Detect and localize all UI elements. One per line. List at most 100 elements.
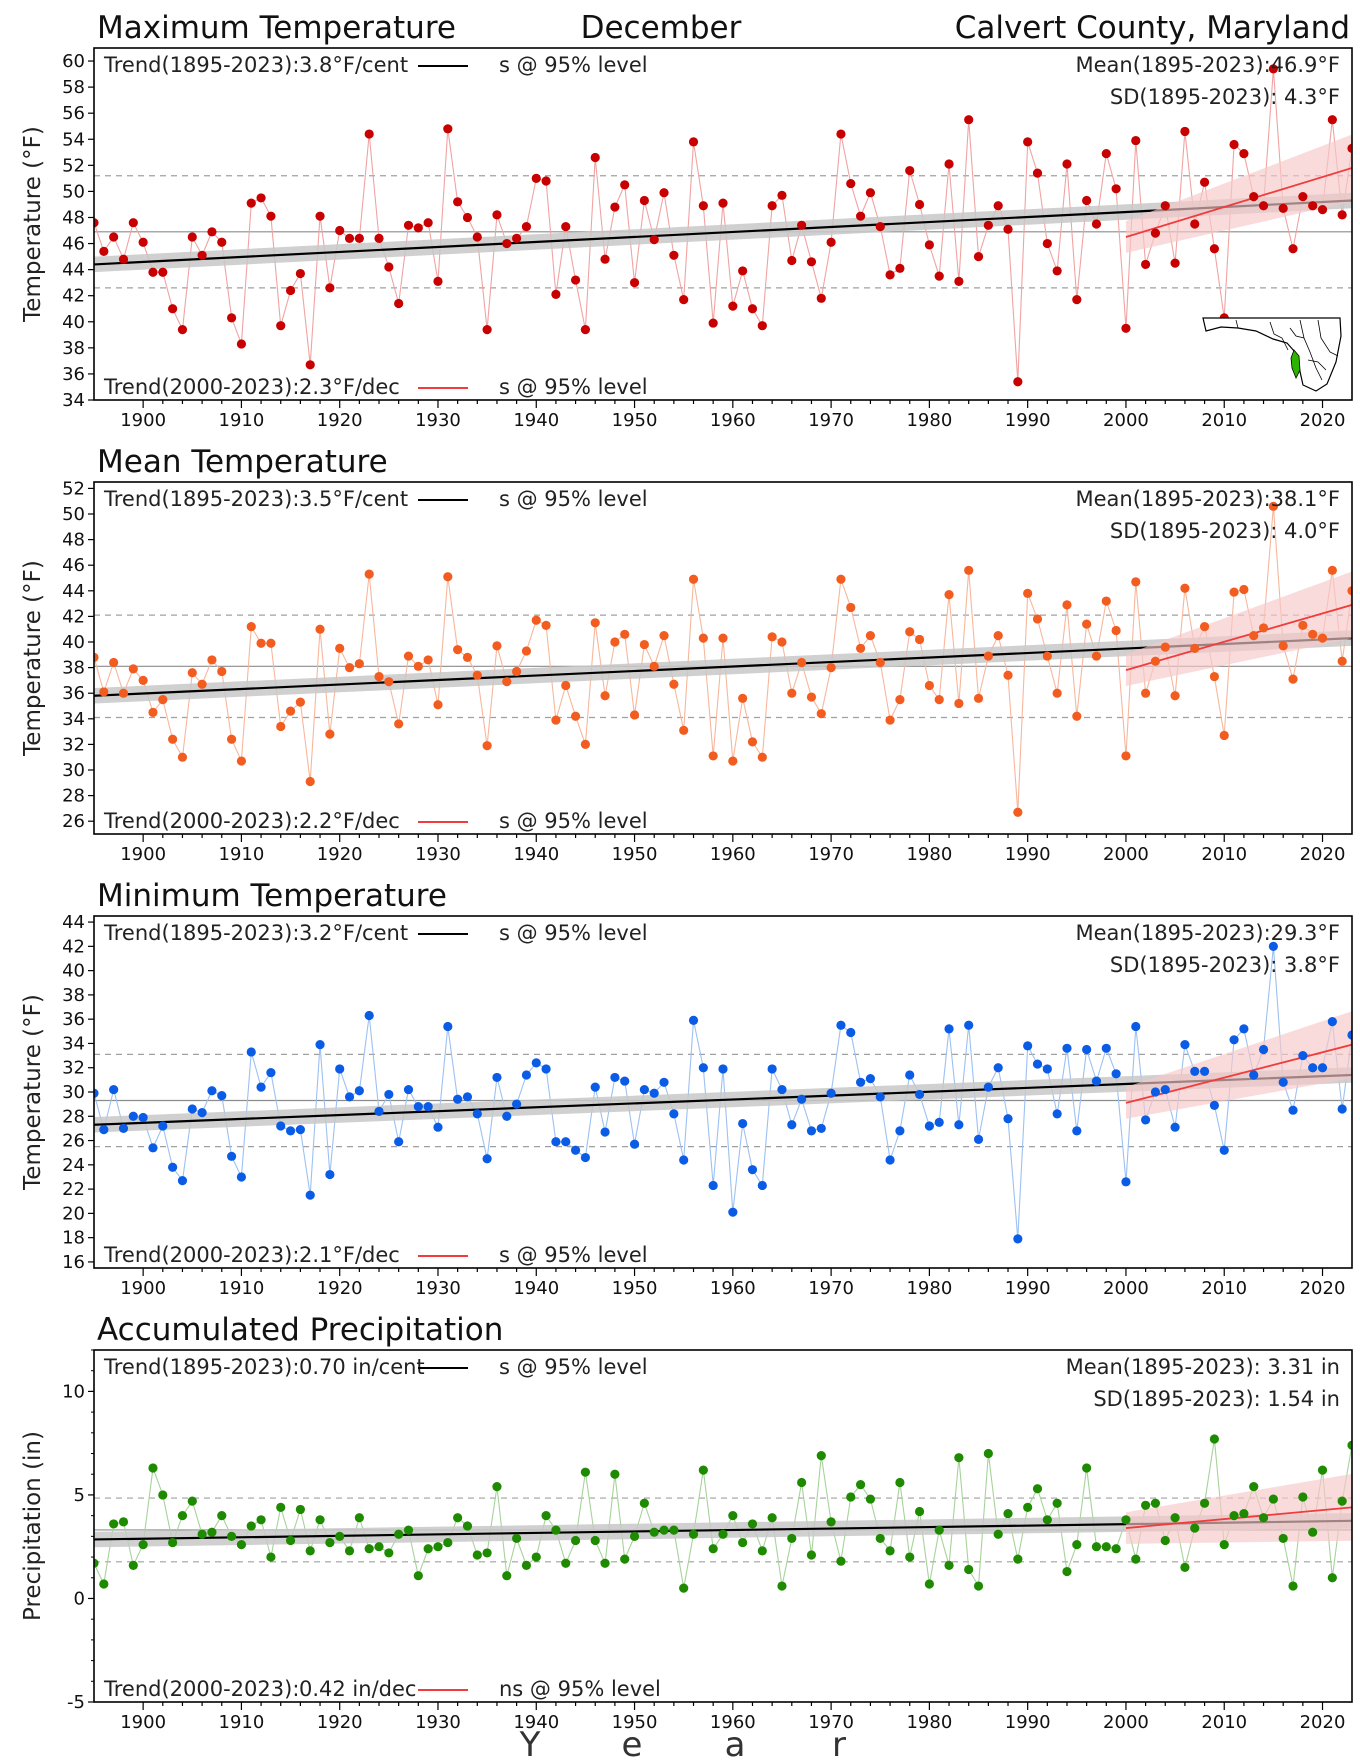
data-point <box>1121 751 1131 761</box>
data-point <box>1258 1513 1269 1523</box>
trend-long-label: Trend(1895-2023): <box>103 1355 299 1379</box>
x-tick-label: 1910 <box>219 844 265 865</box>
data-point <box>1288 1581 1298 1591</box>
data-point <box>1258 623 1269 633</box>
data-point <box>413 661 423 671</box>
data-point <box>158 695 168 705</box>
data-point <box>374 1542 384 1552</box>
data-point <box>1013 377 1023 387</box>
data-point <box>580 1467 591 1477</box>
recent-trend-line <box>1125 167 1352 238</box>
data-point <box>934 1525 944 1535</box>
recent-trend-band <box>1125 1011 1352 1119</box>
data-point <box>679 725 689 735</box>
data-point <box>1317 633 1328 643</box>
data-point <box>983 1448 993 1459</box>
x-tick-label: 1980 <box>906 844 952 865</box>
data-point <box>777 190 787 200</box>
data-point <box>403 1525 414 1535</box>
x-tick-label: 1960 <box>710 410 756 431</box>
data-point <box>354 1086 364 1096</box>
data-point <box>217 237 227 247</box>
data-point <box>1199 622 1210 632</box>
data-point <box>305 1190 315 1200</box>
data-point <box>816 293 826 303</box>
x-tick-label: 2020 <box>1300 1278 1346 1299</box>
data-point <box>305 776 315 787</box>
x-axis-label-letter: a <box>725 1725 746 1760</box>
x-tick-label: 1950 <box>612 1278 658 1299</box>
y-tick-label: 46 <box>62 234 85 255</box>
data-point <box>816 1123 826 1134</box>
data-point <box>354 233 364 243</box>
data-point <box>158 1490 168 1500</box>
data-point <box>177 1176 188 1186</box>
data-point <box>335 1064 345 1074</box>
data-point <box>629 1531 640 1541</box>
data-point <box>531 173 541 183</box>
data-point <box>659 631 669 641</box>
data-point <box>512 666 522 677</box>
trend-recent-significance: s @ 95% level <box>499 1243 648 1267</box>
data-point <box>639 1084 649 1095</box>
y-tick-label: 34 <box>62 709 85 730</box>
x-tick-label: 1980 <box>906 1712 952 1733</box>
x-tick-label: 1940 <box>513 1712 559 1733</box>
y-tick-label: 32 <box>62 1058 85 1079</box>
data-point <box>1327 1017 1337 1027</box>
x-tick-label: 1930 <box>415 410 461 431</box>
data-point <box>207 1527 217 1537</box>
data-point <box>708 1180 718 1191</box>
data-point <box>226 1531 237 1541</box>
y-tick-label: 24 <box>62 1155 85 1176</box>
x-tick-label: 2020 <box>1300 1712 1346 1733</box>
data-point <box>1239 1508 1249 1519</box>
data-point <box>99 1579 109 1589</box>
data-point <box>1298 1050 1308 1061</box>
data-point <box>295 268 305 279</box>
y-tick-label: 50 <box>62 504 85 525</box>
data-point <box>109 1519 119 1529</box>
data-point <box>433 700 443 710</box>
data-point <box>423 1101 433 1112</box>
data-point <box>1131 135 1141 146</box>
y-tick-label: 36 <box>62 683 85 704</box>
data-point <box>914 1089 925 1100</box>
data-point <box>1337 1104 1347 1114</box>
data-point <box>1101 1542 1111 1552</box>
data-point <box>826 237 836 247</box>
data-point <box>669 679 679 689</box>
data-point <box>1209 1434 1220 1444</box>
y-tick-label: 42 <box>62 606 85 627</box>
y-tick-label: 44 <box>62 912 85 933</box>
data-point <box>335 1531 345 1541</box>
data-point <box>374 1106 384 1117</box>
data-point <box>1308 201 1318 211</box>
data-point <box>649 1527 659 1537</box>
data-point <box>669 1525 679 1535</box>
y-tick-label: 22 <box>62 1179 85 1200</box>
data-point <box>1199 177 1210 187</box>
data-point <box>1327 1573 1337 1583</box>
data-point <box>580 1152 591 1163</box>
data-point <box>718 633 728 643</box>
long-trend-line <box>94 637 1352 697</box>
trend-recent-value: 2.3°F/dec <box>299 375 400 399</box>
data-point <box>453 1513 463 1523</box>
x-tick-label: 1930 <box>415 844 461 865</box>
data-point <box>865 631 876 641</box>
x-tick-label: 2020 <box>1300 410 1346 431</box>
data-point <box>1042 1064 1052 1074</box>
data-point <box>226 734 237 744</box>
data-point <box>600 691 610 701</box>
data-point <box>472 1550 482 1560</box>
data-point <box>315 1515 325 1525</box>
county-border <box>1307 359 1327 371</box>
data-point <box>914 199 925 210</box>
data-point <box>747 1165 758 1175</box>
data-point <box>1337 210 1347 220</box>
data-point <box>1082 195 1092 206</box>
data-point <box>1003 670 1013 680</box>
data-point <box>767 1513 777 1523</box>
data-point <box>1141 1115 1151 1125</box>
